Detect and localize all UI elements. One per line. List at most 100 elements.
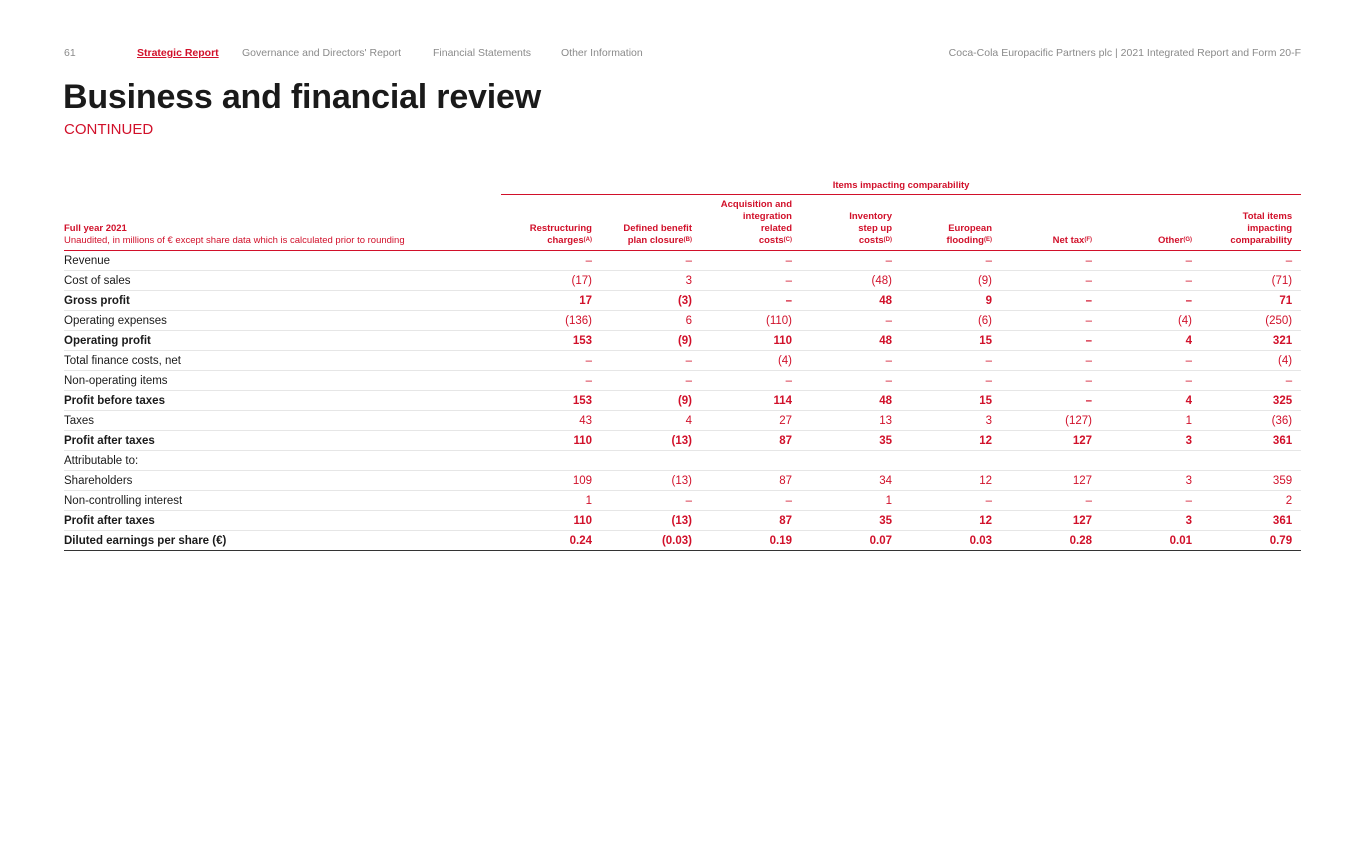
column-header: Defined benefit plan closure(B) [601,194,701,251]
table-cell: 27 [701,410,801,431]
table-cell: 43 [501,410,601,431]
footnote-marker: (G) [1183,237,1192,243]
table-row: Cost of sales (17) 3– (48) (9) – – (71) [64,270,1302,291]
nav-strategic-report[interactable]: Strategic Report [137,47,219,59]
table-cell: 127 [1001,470,1101,491]
table-cell: 3 [1101,510,1201,531]
document-title: Coca-Cola Europacific Partners plc | 202… [948,47,1301,59]
table-cell: 12 [901,470,1001,491]
table-cell: – [601,370,701,391]
table-cell: – [601,350,701,371]
column-header: European flooding(E) [901,194,1001,251]
table-cell: 1 [801,490,901,511]
table-cell: (71) [1201,270,1302,291]
table-cell: – [701,270,801,291]
table-cell: (6) [901,310,1001,331]
table-cell: 0.01 [1101,530,1201,551]
table-cell [1101,450,1201,471]
nav-financial-statements[interactable]: Financial Statements [433,47,532,59]
page-number: 61 [64,47,76,59]
table-cell: (3) [601,290,701,311]
table-cell: – [501,370,601,391]
row-label: Profit after taxes [64,510,501,531]
first-column-header: Full year 2021 Unaudited, in millions of… [64,194,501,251]
table-row: Shareholders 109 (13) 87 34 12 127 3 359 [64,470,1302,491]
table-cell: 321 [1201,330,1302,351]
table-cell: – [1101,290,1201,311]
table-cell: 3 [601,270,701,291]
table-cell: – [801,310,901,331]
table-cell: 6 [601,310,701,331]
table-cell: 48 [801,290,901,311]
table-cell: – [601,250,701,271]
table-cell: 12 [901,510,1001,531]
footnote-marker: (B) [683,237,692,243]
table-cell: (13) [601,470,701,491]
table-cell: – [1001,250,1101,271]
table-cell: (9) [601,390,701,411]
table-cell: 153 [501,330,601,351]
table-cell: 87 [701,510,801,531]
table-cell: 153 [501,390,601,411]
table-cell: – [1201,250,1302,271]
table-cell: – [1001,270,1101,291]
row-label: Cost of sales [64,270,501,291]
table-cell: – [1101,250,1201,271]
table-row: Diluted earnings per share (€) 0.24 (0.03)… [64,530,1302,551]
row-label: Attributable to: [64,450,501,471]
column-label: Acquisition and integration related costs [720,199,792,246]
row-label: Taxes [64,410,501,431]
table-cell: 87 [701,430,801,451]
table-cell: 48 [801,330,901,351]
table-cell: 15 [901,330,1001,351]
table-cell: 325 [1201,390,1302,411]
table-cell: 48 [801,390,901,411]
column-header: Net tax(F) [1001,194,1101,251]
table-cell: 12 [901,430,1001,451]
row-label: Gross profit [64,290,501,311]
page-title: Business and financial review [63,78,541,116]
table-cell: – [701,290,801,311]
table-cell: – [1101,270,1201,291]
table-cell: 87 [701,470,801,491]
top-navigation: 61 Strategic Report Governance and Direc… [64,47,1301,63]
table-cell: 35 [801,510,901,531]
table-cell: – [1001,290,1101,311]
column-label: Total items impacting comparability [1230,211,1293,246]
column-label: European flooding [946,223,992,246]
table-cell: (110) [701,310,801,331]
table-cell [1201,450,1302,471]
table-note: Unaudited, in millions of € except share… [64,235,405,246]
row-label: Non-controlling interest [64,490,501,511]
nav-other-information[interactable]: Other Information [561,47,643,59]
table-cell: – [1201,370,1302,391]
footnote-marker: (F) [1084,237,1092,243]
row-label: Total finance costs, net [64,350,501,371]
table-cell: – [501,350,601,371]
table-cell: 0.79 [1201,530,1302,551]
column-label: Restructuring charges [529,223,592,246]
table-cell: – [1001,390,1101,411]
table-cell: 4 [601,410,701,431]
table-cell: – [801,250,901,271]
footnote-marker: (E) [984,237,992,243]
table-cell: – [701,370,801,391]
table-cell: 3 [1101,470,1201,491]
table-cell: (9) [601,330,701,351]
column-label: Net tax [1052,235,1085,246]
table-cell: – [901,490,1001,511]
table-cell: 127 [1001,430,1101,451]
row-label: Profit after taxes [64,430,501,451]
nav-governance[interactable]: Governance and Directors' Report [242,47,401,59]
table-cell: 4 [1101,390,1201,411]
table-cell [801,450,901,471]
table-cell: (9) [901,270,1001,291]
table-cell: – [701,490,801,511]
table-row: Operating profit 153 (9) 110 48 15–4 321 [64,330,1302,351]
table-cell: 110 [701,330,801,351]
table-cell: 34 [801,470,901,491]
table-cell: 114 [701,390,801,411]
table-row: Gross profit 17 (3) –48 9– –71 [64,290,1302,311]
table-cell: 0.28 [1001,530,1101,551]
column-header: Acquisition and integration related costs(C… [701,194,801,251]
